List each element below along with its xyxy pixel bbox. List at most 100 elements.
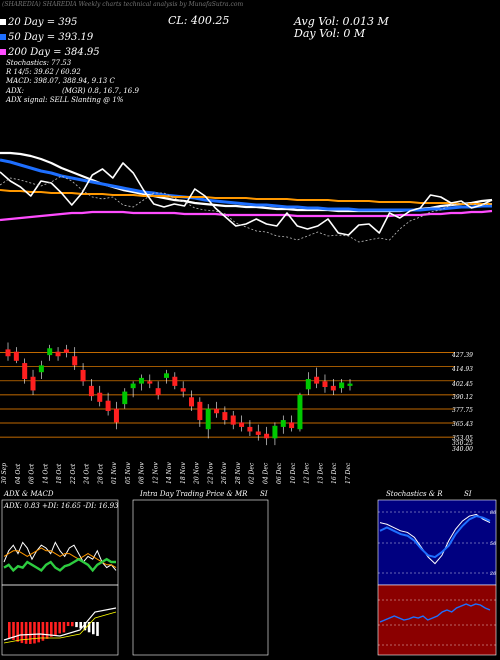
candle-body	[13, 351, 19, 361]
ema50-swatch	[0, 34, 6, 40]
stoch-tick-label: 50	[490, 541, 497, 547]
adx-line-2	[3, 557, 116, 573]
intraday-panel-frame	[132, 499, 269, 656]
date-tick-label: 04 Oct	[15, 463, 22, 484]
candle-body	[130, 383, 136, 389]
macd-bar	[33, 622, 36, 644]
day-vol-label: Day Vol: 0 M	[294, 27, 366, 40]
price-tick-label: 427.39	[451, 352, 473, 359]
candle-body	[347, 383, 353, 386]
stochastics-lines: 80 50 20	[378, 510, 497, 577]
macd-line	[3, 607, 117, 641]
candle-body	[239, 422, 245, 427]
candle-body	[280, 420, 286, 427]
price-tick-label: 350.25	[452, 440, 473, 447]
candle-body	[189, 397, 195, 407]
macd-bar	[62, 622, 66, 633]
date-tick-label: 12 Nov	[152, 462, 159, 484]
candle-body	[72, 356, 78, 366]
date-tick-label: 01 Nov	[111, 462, 118, 484]
date-tick-label: 16 Dec	[331, 462, 338, 484]
date-tick-label: 28 Nov	[235, 462, 242, 485]
candle-body	[339, 382, 345, 389]
date-tick-label: 22 Oct	[70, 463, 77, 485]
candle-body	[113, 408, 119, 423]
macd-bar	[58, 622, 61, 634]
macd-bar	[87, 622, 91, 633]
price-tick-label: 377.75	[452, 407, 473, 414]
date-tick-label: 12 Dec	[304, 462, 311, 484]
candle-body	[205, 408, 211, 430]
candle-body	[38, 365, 44, 373]
date-tick-label: 06 Dec	[276, 462, 283, 484]
candle-body	[214, 408, 220, 414]
stoch-line-1	[379, 514, 491, 559]
price-tick-label: 340.00	[452, 446, 473, 453]
macd-bar	[92, 622, 95, 635]
ma-line-5	[0, 175, 493, 243]
adx-label: ADX:	[6, 87, 25, 95]
rsi-lines	[378, 599, 496, 646]
ma-line-4	[0, 162, 493, 236]
date-tick-label: 18 Oct	[56, 463, 63, 484]
macd-bar	[20, 622, 24, 644]
candle-body	[5, 349, 11, 357]
rsi-line	[379, 603, 491, 623]
macd-label: MACD: 398.07, 388.94, 9.13 C	[6, 77, 115, 85]
macd-bar	[75, 622, 78, 628]
candle-body	[222, 412, 228, 421]
stochastics-panel-frame	[377, 499, 497, 586]
adx-line-0	[3, 541, 117, 571]
macd-bar	[50, 622, 53, 637]
cl-label: CL: 400.25	[168, 14, 230, 27]
date-tick-label: 26 Nov	[221, 462, 228, 485]
candle-body	[22, 363, 28, 380]
candle-body	[80, 369, 86, 382]
price-axis-labels: 427.39 414.93 402.45 390.12 377.75 365.43 353.…	[451, 352, 473, 453]
moving-average-lines	[0, 151, 493, 243]
ema20-swatch	[0, 19, 6, 25]
date-tick-label: 20 Nov	[194, 462, 201, 485]
candlestick-series	[5, 342, 353, 446]
price-tick-label: 402.45	[451, 381, 473, 388]
candle-body	[264, 433, 270, 439]
date-axis-labels: 30 Sep 04 Oct 08 Oct 14 Oct 18 Oct 22 Oct 24 O…	[1, 462, 352, 485]
price-tick-label: 365.43	[452, 421, 473, 428]
candle-body	[197, 401, 203, 421]
candle-body	[330, 385, 336, 391]
date-tick-label: 28 Oct	[97, 463, 104, 485]
stoch-tick-label: 20	[489, 571, 497, 577]
stochastics-title: Stochastics & R	[386, 490, 443, 498]
date-tick-label: 08 Oct	[29, 463, 36, 484]
header-line1: (SHAREDIA) SHAREDIA Weekly charts techni…	[2, 1, 244, 8]
candle-body	[305, 379, 311, 390]
date-tick-label: 18 Nov	[180, 462, 187, 484]
date-tick-label: 13 Dec	[318, 462, 325, 484]
date-tick-label: 08 Nov	[139, 462, 146, 484]
macd-bar	[12, 622, 15, 640]
date-tick-label: 05 Nov	[125, 462, 132, 484]
macd-bar	[96, 622, 99, 636]
candle-body	[272, 425, 278, 439]
adx-macd-title: ADX & MACD	[4, 490, 54, 498]
candle-body	[63, 349, 69, 353]
candle-body	[297, 395, 303, 430]
price-tick-label: 353.05	[452, 435, 473, 442]
date-tick-label: 10 Dec	[290, 462, 297, 484]
candle-body	[147, 381, 153, 384]
date-tick-label: 22 Nov	[207, 462, 214, 485]
adx-line-1	[3, 547, 117, 569]
adx-lines	[3, 541, 117, 573]
candle-body	[289, 422, 295, 429]
macd-bar	[29, 622, 32, 644]
candle-body	[47, 348, 53, 356]
candle-body	[172, 376, 178, 386]
macd-bar	[66, 622, 70, 627]
intraday-title: Intra Day Trading Price & MR	[140, 490, 248, 498]
macd-histogram	[3, 607, 117, 644]
macd-bar	[45, 622, 49, 639]
candle-body	[255, 431, 261, 435]
candle-body	[180, 388, 186, 392]
ema50-label: 50 Day = 393.19	[8, 32, 94, 43]
macd-bar	[8, 622, 11, 638]
